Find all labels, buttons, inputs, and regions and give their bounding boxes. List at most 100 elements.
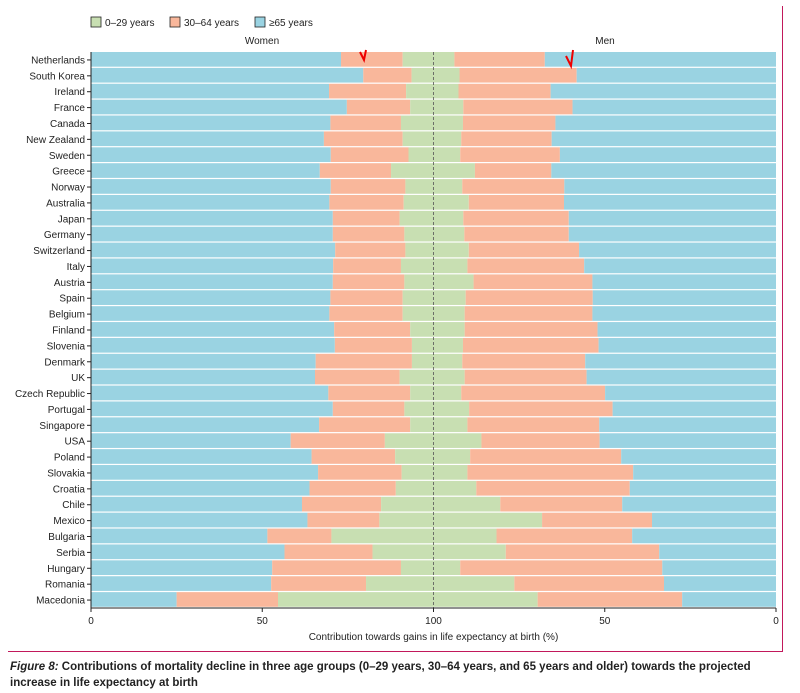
red-checkmark-icon <box>565 49 574 70</box>
panel-title-women: Women <box>245 36 279 47</box>
bar-men-0-29 <box>433 67 460 83</box>
bar-men-0-29 <box>433 417 468 433</box>
bar-men-65plus <box>621 449 776 464</box>
bar-men-30-64 <box>460 560 663 576</box>
country-label: Germany <box>44 230 85 241</box>
bar-men-0-29 <box>433 449 471 464</box>
bar-men-0-29 <box>433 433 482 448</box>
bar-men-65plus <box>622 496 776 512</box>
country-label: Bulgaria <box>48 532 85 543</box>
bar-men-30-64 <box>542 512 653 528</box>
bar-men-0-29 <box>433 258 468 274</box>
legend-label-1: 30–64 years <box>184 18 239 29</box>
bar-men-30-64 <box>474 163 552 178</box>
bar-men-0-29 <box>433 52 455 67</box>
country-label: Sweden <box>49 151 85 162</box>
country-label: Singapore <box>39 421 85 432</box>
bar-men-30-64 <box>465 290 593 305</box>
country-label: Ireland <box>54 87 85 98</box>
bar-men-30-64 <box>467 417 600 433</box>
legend-swatch-1 <box>169 16 181 28</box>
bar-women-0-29 <box>406 83 434 99</box>
bar-men-65plus <box>682 592 776 607</box>
bar-women-30-64 <box>341 52 403 67</box>
bar-women-65plus <box>91 115 331 131</box>
bar-women-0-29 <box>379 512 434 528</box>
bar-women-65plus <box>91 258 334 274</box>
bar-men-0-29 <box>433 179 463 194</box>
bar-men-30-64 <box>464 369 587 385</box>
red-checkmark-icon <box>359 49 367 64</box>
bar-men-0-29 <box>433 99 464 115</box>
bar-men-30-64 <box>476 480 630 496</box>
bar-women-30-64 <box>346 99 411 115</box>
bar-women-0-29 <box>395 449 434 464</box>
bar-women-30-64 <box>284 544 373 560</box>
bar-men-65plus <box>568 210 776 226</box>
country-label: Canada <box>50 119 85 130</box>
bar-men-0-29 <box>433 560 461 576</box>
bar-women-30-64 <box>330 179 406 194</box>
country-label: Switzerland <box>33 246 85 257</box>
bar-women-65plus <box>91 544 285 560</box>
bar-men-65plus <box>551 131 776 147</box>
country-label: Czech Republic <box>15 389 85 400</box>
bar-men-30-64 <box>464 226 569 242</box>
bar-women-65plus <box>91 385 329 401</box>
bar-men-0-29 <box>433 465 468 480</box>
legend-label-2: ≥65 years <box>269 18 313 29</box>
bar-women-65plus <box>91 322 335 337</box>
country-label: Serbia <box>56 548 85 559</box>
bar-men-30-64 <box>537 592 683 607</box>
bar-women-65plus <box>91 592 177 607</box>
country-label: Italy <box>67 262 85 273</box>
bar-women-30-64 <box>309 480 396 496</box>
bar-women-0-29 <box>403 194 434 210</box>
chart: 0–29 years 30–64 years ≥65 years Women Men Ne… <box>15 16 779 643</box>
country-label: UK <box>71 373 85 384</box>
bar-women-0-29 <box>404 226 434 242</box>
bar-men-65plus <box>599 433 776 448</box>
bar-men-0-29 <box>433 353 463 369</box>
bar-men-65plus <box>584 258 776 274</box>
bar-women-30-64 <box>330 115 401 131</box>
bar-men-65plus <box>576 67 776 83</box>
bar-men-0-29 <box>433 592 538 607</box>
bar-men-65plus <box>568 226 776 242</box>
bar-men-30-64 <box>468 242 580 258</box>
bar-women-30-64 <box>330 147 409 162</box>
bar-men-0-29 <box>433 83 459 99</box>
bar-women-30-64 <box>329 306 403 321</box>
bar-men-65plus <box>659 544 776 560</box>
bar-women-0-29 <box>410 99 434 115</box>
bar-men-65plus <box>572 99 776 115</box>
bar-women-0-29 <box>384 433 434 448</box>
bar-men-65plus <box>555 115 776 131</box>
bar-men-30-64 <box>462 353 586 369</box>
bar-men-65plus <box>579 242 776 258</box>
bar-women-0-29 <box>408 147 434 162</box>
bar-women-65plus <box>91 560 273 576</box>
bar-women-30-64 <box>307 512 380 528</box>
bar-women-65plus <box>91 512 308 528</box>
bar-men-65plus <box>563 194 776 210</box>
bar-men-0-29 <box>433 194 469 210</box>
bar-men-65plus <box>664 576 776 591</box>
bar-men-65plus <box>592 274 776 290</box>
bar-women-0-29 <box>331 528 434 544</box>
bar-women-65plus <box>91 83 330 99</box>
bar-men-30-64 <box>454 52 545 67</box>
bar-men-30-64 <box>514 576 665 591</box>
bar-women-65plus <box>91 496 302 512</box>
bar-women-0-29 <box>372 544 434 560</box>
bar-women-0-29 <box>401 465 434 480</box>
bar-women-65plus <box>91 274 333 290</box>
bar-men-0-29 <box>433 274 474 290</box>
bar-men-65plus <box>592 306 776 321</box>
bar-women-30-64 <box>328 385 411 401</box>
bar-men-65plus <box>592 290 776 305</box>
bar-women-0-29 <box>400 258 434 274</box>
bar-women-30-64 <box>301 496 382 512</box>
bar-women-0-29 <box>411 67 434 83</box>
country-label: New Zealand <box>26 135 85 146</box>
